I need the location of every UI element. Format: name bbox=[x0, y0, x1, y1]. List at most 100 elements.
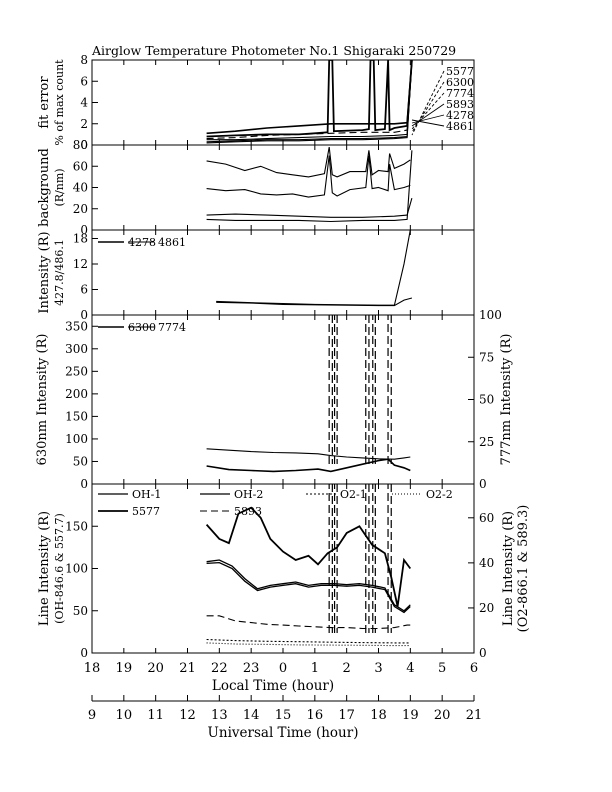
local-time-tick-label: 6 bbox=[470, 661, 478, 676]
series-line-5893 bbox=[206, 60, 413, 140]
local-time-tick-label: 21 bbox=[179, 661, 196, 676]
series-line-OH-1 bbox=[206, 561, 411, 614]
y-axis-label: 427.8/486.1 bbox=[53, 239, 66, 306]
series-line-5893 bbox=[206, 615, 411, 630]
y-tick-label: 50 bbox=[73, 454, 88, 468]
legend-leader bbox=[411, 119, 445, 127]
series-group bbox=[206, 315, 411, 473]
y-tick-label: 150 bbox=[65, 409, 88, 423]
y-tick-label: 300 bbox=[65, 342, 88, 356]
y-right-tick-label: 40 bbox=[479, 556, 494, 570]
ut-tick-label: 17 bbox=[338, 708, 355, 723]
ut-tick-label: 12 bbox=[179, 708, 196, 723]
series-group bbox=[206, 147, 413, 223]
y-tick-label: 4 bbox=[80, 96, 88, 110]
y-right-tick-label: 60 bbox=[479, 511, 494, 525]
y-tick-label: 40 bbox=[73, 181, 88, 195]
ut-tick-label: 10 bbox=[116, 708, 133, 723]
y-right-axis-label: Line Intensity (R) bbox=[501, 511, 516, 626]
local-time-tick-label: 2 bbox=[343, 661, 351, 676]
y-right-tick-label: 75 bbox=[479, 350, 494, 364]
ut-tick-label: 15 bbox=[275, 708, 292, 723]
local-time-tick-label: 4 bbox=[406, 661, 414, 676]
spike-mark bbox=[333, 484, 338, 633]
y-axis-label: (OH-846.6 & 557.7) bbox=[53, 513, 66, 624]
y-right-axis-label: 777nm Intensity (R) bbox=[499, 334, 514, 466]
y-tick-label: 80 bbox=[73, 138, 88, 152]
y-tick-label: 0 bbox=[80, 646, 88, 660]
y-tick-label: 6 bbox=[80, 74, 88, 88]
spike-mark bbox=[387, 315, 392, 464]
local-time-tick-label: 22 bbox=[211, 661, 228, 676]
series-line-4861 bbox=[206, 60, 413, 141]
series-line-5577 bbox=[206, 60, 413, 138]
legend-leader bbox=[411, 114, 445, 124]
legend-label-6300: 6300 bbox=[446, 76, 474, 89]
legend-label-O2-2: O2-2 bbox=[426, 488, 453, 501]
series-line-O2-1 bbox=[206, 638, 411, 644]
series-group bbox=[205, 484, 412, 647]
series-line-7774 bbox=[206, 458, 411, 473]
y-tick-label: 8 bbox=[80, 53, 88, 67]
ut-tick-label: 19 bbox=[402, 708, 419, 723]
ut-axis-label: Universal Time (hour) bbox=[208, 725, 359, 741]
legend-label-OH-2: OH-2 bbox=[234, 488, 263, 501]
ut-tick-label: 16 bbox=[307, 708, 324, 723]
legend-leader bbox=[411, 92, 445, 130]
series-line-background-1 bbox=[206, 155, 411, 198]
y-tick-label: 100 bbox=[65, 432, 88, 446]
ut-tick-label: 11 bbox=[147, 708, 164, 723]
y-tick-label: 0 bbox=[80, 477, 88, 491]
y-tick-label: 150 bbox=[65, 519, 88, 533]
series-line-OH-2 bbox=[206, 559, 411, 612]
series-group bbox=[216, 230, 413, 307]
y-tick-label: 18 bbox=[73, 232, 88, 246]
local-time-tick-label: 19 bbox=[116, 661, 133, 676]
panel-frame bbox=[91, 144, 475, 231]
y-tick-label: 200 bbox=[65, 387, 88, 401]
ut-tick-label: 9 bbox=[88, 708, 96, 723]
spike-mark bbox=[328, 315, 333, 464]
local-time-tick-label: 3 bbox=[374, 661, 382, 676]
y-tick-label: 60 bbox=[73, 159, 88, 173]
y-axis-label: (R/nm) bbox=[53, 168, 66, 206]
series-line-7774 bbox=[206, 60, 413, 135]
spike-mark bbox=[372, 315, 376, 464]
panel-frame bbox=[91, 314, 475, 485]
series-line-background-0 bbox=[206, 147, 411, 178]
y-tick-label: 250 bbox=[65, 364, 88, 378]
y-right-tick-label: 0 bbox=[479, 646, 487, 660]
spike-mark bbox=[365, 484, 370, 633]
y-axis-label: Line Intensity (R) bbox=[37, 511, 52, 626]
y-tick-label: 0 bbox=[80, 138, 88, 152]
legend-label-5577: 5577 bbox=[446, 65, 474, 78]
spike-mark bbox=[387, 484, 392, 633]
y-right-tick-label: 25 bbox=[479, 435, 494, 449]
local-time-tick-label: 0 bbox=[279, 661, 287, 676]
y-right-tick-label: 100 bbox=[479, 308, 502, 322]
panel-fit: 0 2 4 6 8 fit error% of max count 557763007774… bbox=[37, 53, 475, 152]
y-right-tick-label: 0 bbox=[479, 477, 487, 491]
y-tick-label: 2 bbox=[80, 117, 88, 131]
panel-background: 0 20 40 60 80 background (R/nm) bbox=[37, 138, 475, 237]
legend-label-7774: 7774 bbox=[446, 87, 474, 100]
series-group bbox=[206, 60, 413, 144]
y-axis-label: fit error bbox=[37, 76, 52, 129]
y-tick-label: 12 bbox=[73, 257, 88, 271]
local-time-tick-label: 5 bbox=[438, 661, 446, 676]
local-time-tick-label: 1 bbox=[311, 661, 319, 676]
local-time-tick-label: 18 bbox=[84, 661, 101, 676]
legend-leader bbox=[411, 70, 445, 136]
series-line-5577 bbox=[205, 506, 412, 607]
legend-label-7774: 7774 bbox=[158, 321, 186, 334]
y-tick-label: 20 bbox=[73, 202, 88, 216]
y-right-axis-label: (O2-866.1 & 589.3) bbox=[516, 505, 531, 633]
spike-mark bbox=[328, 484, 333, 633]
series-line-4861 bbox=[216, 230, 411, 306]
y-tick-label: 0 bbox=[80, 308, 88, 322]
legend-label-O2-1: O2-1 bbox=[340, 488, 367, 501]
series-line-background-3 bbox=[206, 150, 413, 223]
